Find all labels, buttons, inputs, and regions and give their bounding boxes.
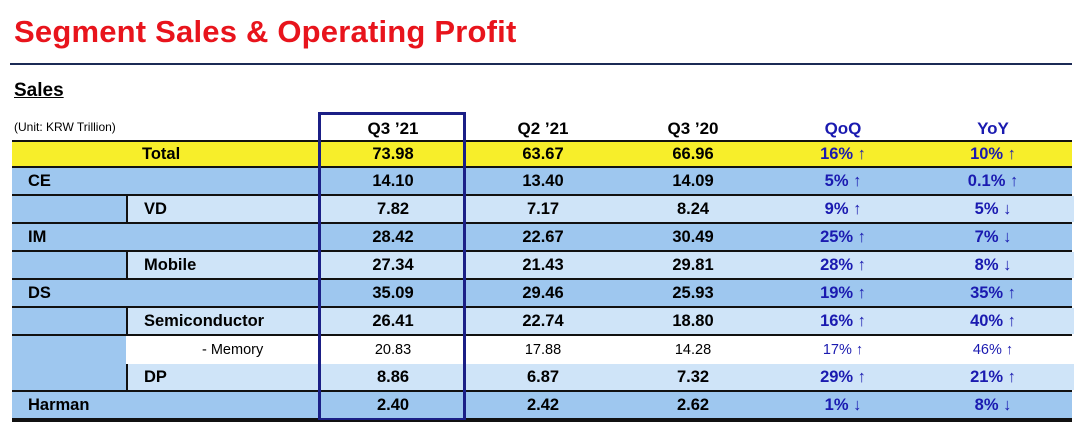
value-cell: 30.49 [672,227,714,246]
sales-table: Total 73.98 63.67 66.96 16% ↑ 10% ↑ CE 14.10 13.… [12,140,1074,420]
value-cell: 13.40 [522,171,564,190]
column-header-q3-20: Q3 ’20 [667,119,719,138]
table-row: Semiconductor 26.41 22.74 18.80 16% ↑ 40% ↑ [12,308,1074,336]
value-cell: 8.24 [676,199,710,218]
row-label: IM [28,227,47,246]
value-cell: 25% ↑ [820,227,866,246]
table-row: DS 35.09 29.46 25.93 19% ↑ 35% ↑ [12,280,1072,308]
value-cell: 28.42 [372,227,414,246]
value-cell: 26.41 [372,311,414,330]
table-row: IM 28.42 22.67 30.49 25% ↑ 7% ↓ [12,224,1072,252]
table-row: VD 7.82 7.17 8.24 9% ↑ 5% ↓ [12,196,1074,224]
value-cell: 8% ↓ [974,395,1012,414]
value-cell: 17% ↑ [822,342,864,358]
value-cell: 22.67 [522,227,564,246]
value-cell: 22.74 [522,311,564,330]
subsegment-band [126,336,1072,364]
row-label: - Memory [202,342,264,358]
table-row: - Memory 20.83 17.88 14.28 17% ↑ 46% ↑ [12,336,1072,364]
subsegment-band [126,364,1074,390]
section-heading: Sales [14,80,64,101]
column-header-q2-21: Q2 ’21 [517,119,569,138]
row-label: DS [28,283,51,302]
row-label: CE [28,171,51,190]
value-cell: 20.83 [374,342,412,358]
value-cell: 1% ↓ [824,395,862,414]
row-label: Harman [28,395,90,414]
value-cell: 7.17 [526,199,560,218]
value-cell: 63.67 [522,144,564,163]
title-divider [10,63,1072,65]
column-header-yoy: YoY [977,119,1009,138]
subsegment-band [126,308,1074,334]
table-row: Harman 2.40 2.42 2.62 1% ↓ 8% ↓ [12,392,1072,420]
value-cell: 14.28 [674,342,712,358]
column-header-qoq: QoQ [824,119,862,138]
value-cell: 73.98 [372,144,414,163]
table-bottom-rule [12,420,1072,422]
value-cell: 10% ↑ [970,144,1016,163]
value-cell: 35% ↑ [970,283,1016,302]
row-label: VD [144,199,167,218]
value-cell: 19% ↑ [820,283,866,302]
subsegment-band [126,196,1074,222]
value-cell: 17.88 [524,342,562,358]
value-cell: 21.43 [522,255,564,274]
value-cell: 14.10 [372,171,414,190]
row-label: Semiconductor [144,311,265,330]
value-cell: 16% ↑ [820,311,866,330]
table-row: CE 14.10 13.40 14.09 5% ↑ 0.1% ↑ [12,168,1072,196]
table-row: Total 73.98 63.67 66.96 16% ↑ 10% ↑ [12,140,1072,168]
table-row: DP 8.86 6.87 7.32 29% ↑ 21% ↑ [12,364,1074,392]
row-label: Mobile [144,255,197,274]
value-cell: 7% ↓ [974,227,1012,246]
value-cell: 8.86 [376,367,410,386]
value-cell: 25.93 [672,283,714,302]
value-cell: 35.09 [372,283,414,302]
value-cell: 2.62 [676,395,710,414]
value-cell: 29.46 [522,283,564,302]
subsegment-band [126,252,1074,278]
value-cell: 2.40 [376,395,410,414]
unit-label: (Unit: KRW Trillion) [14,120,116,134]
value-cell: 29.81 [672,255,714,274]
value-cell: 21% ↑ [970,367,1016,386]
value-cell: 29% ↑ [820,367,866,386]
value-cell: 7.32 [676,367,710,386]
value-cell: 18.80 [672,311,714,330]
value-cell: 5% ↑ [824,171,862,190]
value-cell: 7.82 [376,199,410,218]
table-row: Mobile 27.34 21.43 29.81 28% ↑ 8% ↓ [12,252,1074,280]
row-label: DP [144,367,167,386]
value-cell: 28% ↑ [820,255,866,274]
value-cell: 9% ↑ [824,199,862,218]
value-cell: 27.34 [372,255,414,274]
value-cell: 46% ↑ [972,342,1014,358]
value-cell: 6.87 [526,367,560,386]
value-cell: 8% ↓ [974,255,1012,274]
column-header-q3-21: Q3 ’21 [367,119,419,138]
value-cell: 40% ↑ [970,311,1016,330]
value-cell: 2.42 [526,395,560,414]
page-title: Segment Sales & Operating Profit [14,14,517,49]
value-cell: 0.1% ↑ [967,171,1019,190]
value-cell: 66.96 [672,144,714,163]
value-cell: 16% ↑ [820,144,866,163]
row-label: Total [142,144,181,163]
value-cell: 14.09 [672,171,714,190]
value-cell: 5% ↓ [974,199,1012,218]
